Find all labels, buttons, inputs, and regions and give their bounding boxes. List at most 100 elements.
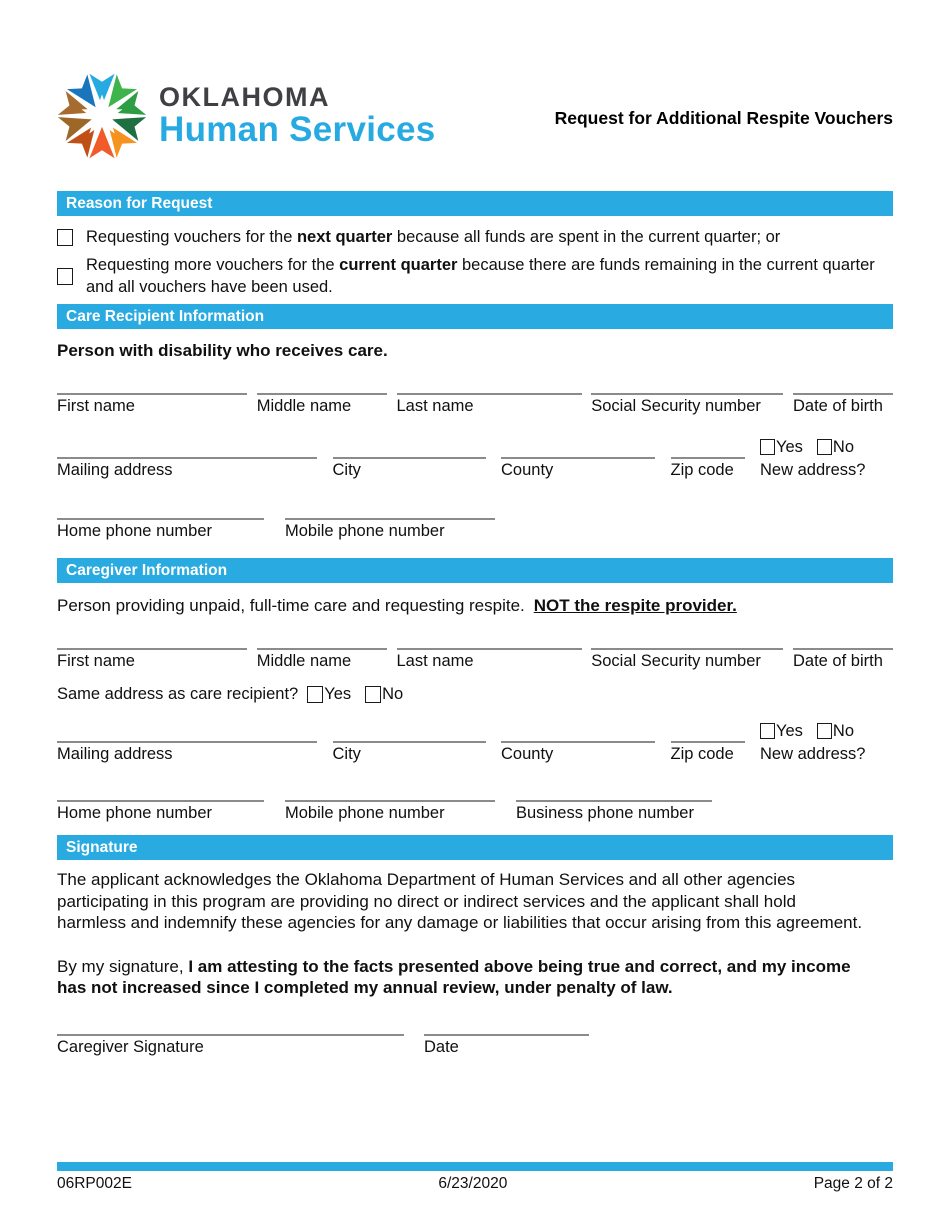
reason-option-1-checkbox[interactable] [57,228,73,246]
recipient-home-phone-input[interactable] [57,502,264,520]
recipient-ssn-input[interactable] [591,377,784,395]
reason-option-2-checkbox[interactable] [57,267,73,285]
recipient-county-field: County [501,441,655,480]
signature-date-label: Date [424,1037,459,1056]
signature-date-input[interactable] [424,1018,589,1036]
reason-option-1-text: Requesting vouchers for the next quarter… [86,226,780,248]
caregiver-zip-code-input[interactable] [670,725,745,743]
recipient-city-input[interactable] [332,441,486,459]
signature-paragraph-2-pre: By my signature, [57,956,189,976]
caregiver-business-phone-label: Business phone number [516,804,694,822]
caregiver-home-phone-input[interactable] [57,784,264,802]
logo-word-human-services: Human Services [159,109,436,149]
recipient-dob-field: Date of birth [793,377,893,416]
recipient-mailing-address-input[interactable] [57,441,317,459]
caregiver-mobile-phone-label: Mobile phone number [285,804,445,822]
caregiver-same-address-yes-checkbox[interactable] [307,686,324,703]
caregiver-home-phone-label: Home phone number [57,804,213,822]
caregiver-ssn-field: Social Security number [591,632,784,671]
caregiver-dob-input[interactable] [793,632,893,650]
caregiver-zip-code-field: Zip code [670,725,745,764]
page-footer: 06RP002E 6/23/2020 Page 2 of 2 [57,1162,893,1193]
recipient-middle-name-field: Middle name [256,377,387,416]
caregiver-middle-name-label: Middle name [256,652,352,670]
recipient-new-address-yes-checkbox[interactable] [760,439,775,455]
caregiver-phone-row: Home phone number Mobile phone number Bu… [57,784,893,823]
signature-row: Caregiver Signature Date [57,1018,893,1057]
recipient-city-field: City [332,441,486,480]
caregiver-city-field: City [332,725,486,764]
recipient-middle-name-input[interactable] [256,377,387,395]
caregiver-mailing-address-input[interactable] [57,725,317,743]
recipient-home-phone-field: Home phone number [57,502,264,541]
caregiver-new-address-no-checkbox[interactable] [816,723,832,739]
footer-page-number: Page 2 of 2 [813,1175,893,1192]
footer-form-number: 06RP002E [57,1175,132,1192]
caregiver-dob-label: Date of birth [793,652,883,670]
recipient-intro: Person with disability who receives care… [57,341,388,360]
caregiver-last-name-input[interactable] [396,632,582,650]
option-1-pre: Requesting vouchers for the [86,228,297,246]
caregiver-same-address-no-checkbox[interactable] [365,686,382,703]
signature-paragraph-2: By my signature, I am attesting to the f… [57,956,863,999]
recipient-dob-label: Date of birth [793,397,883,415]
caregiver-ssn-input[interactable] [591,632,784,650]
caregiver-county-field: County [501,725,655,764]
recipient-address-row: Mailing address City County Zip code Yes… [57,436,893,480]
caregiver-same-address-no-label: No [382,685,404,703]
recipient-phone-row: Home phone number Mobile phone number [57,502,893,541]
recipient-mobile-phone-input[interactable] [285,502,495,520]
caregiver-intro: Person providing unpaid, full-time care … [57,596,893,616]
section-header-reason: Reason for Request [57,191,893,216]
footer-divider-bar [57,1162,893,1171]
recipient-new-address-field: Yes No New address? [760,436,893,480]
caregiver-signature-input[interactable] [57,1018,404,1036]
caregiver-home-phone-field: Home phone number [57,784,264,823]
section-header-care-recipient: Care Recipient Information [57,304,893,329]
caregiver-same-address-row: Same address as care recipient? Yes No [57,685,893,704]
option-2-post: because there are funds remaining in the… [86,256,875,296]
caregiver-intro-plain: Person providing unpaid, full-time care … [57,596,525,615]
caregiver-middle-name-input[interactable] [256,632,387,650]
caregiver-mailing-address-label: Mailing address [57,745,173,763]
caregiver-county-label: County [501,745,554,763]
caregiver-mobile-phone-field: Mobile phone number [285,784,495,823]
recipient-home-phone-label: Home phone number [57,522,213,540]
section-header-caregiver: Caregiver Information [57,558,893,583]
recipient-last-name-input[interactable] [396,377,582,395]
recipient-zip-code-field: Zip code [670,441,745,480]
caregiver-new-address-yes-checkbox[interactable] [760,723,775,739]
caregiver-zip-code-label: Zip code [670,745,734,763]
recipient-name-row: First name Middle name Last name Social … [57,377,893,416]
caregiver-first-name-input[interactable] [57,632,247,650]
recipient-zip-code-input[interactable] [670,441,745,459]
recipient-mailing-address-label: Mailing address [57,461,173,479]
recipient-county-input[interactable] [501,441,655,459]
recipient-ssn-field: Social Security number [591,377,784,416]
agency-logo: OKLAHOMA Human Services [57,71,436,161]
caregiver-mailing-address-field: Mailing address [57,725,317,764]
caregiver-county-input[interactable] [501,725,655,743]
caregiver-business-phone-input[interactable] [516,784,712,802]
caregiver-last-name-label: Last name [396,652,474,670]
caregiver-mobile-phone-input[interactable] [285,784,495,802]
caregiver-last-name-field: Last name [396,632,582,671]
recipient-new-address-no-checkbox[interactable] [816,439,832,455]
caregiver-new-address-yes-label: Yes [776,721,803,740]
caregiver-city-input[interactable] [332,725,486,743]
reason-option-2-text: Requesting more vouchers for the current… [86,254,886,298]
caregiver-first-name-field: First name [57,632,247,671]
caregiver-signature-field: Caregiver Signature [57,1018,404,1057]
recipient-dob-input[interactable] [793,377,893,395]
recipient-new-address-no-label: No [832,437,855,456]
logo-word-oklahoma: OKLAHOMA [159,81,330,112]
caregiver-new-address-label: New address? [760,745,866,763]
recipient-middle-name-label: Middle name [256,397,352,415]
caregiver-same-address-yes-label: Yes [324,685,352,703]
reason-option-current-quarter: Requesting more vouchers for the current… [57,254,893,298]
caregiver-new-address-field: Yes No New address? [760,720,893,764]
recipient-first-name-input[interactable] [57,377,247,395]
recipient-ssn-label: Social Security number [591,397,761,415]
recipient-county-label: County [501,461,554,479]
